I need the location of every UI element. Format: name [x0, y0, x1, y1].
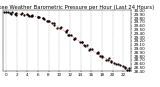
Title: Milwaukee Weather Barometric Pressure per Hour (Last 24 Hours): Milwaukee Weather Barometric Pressure pe… [0, 5, 154, 10]
